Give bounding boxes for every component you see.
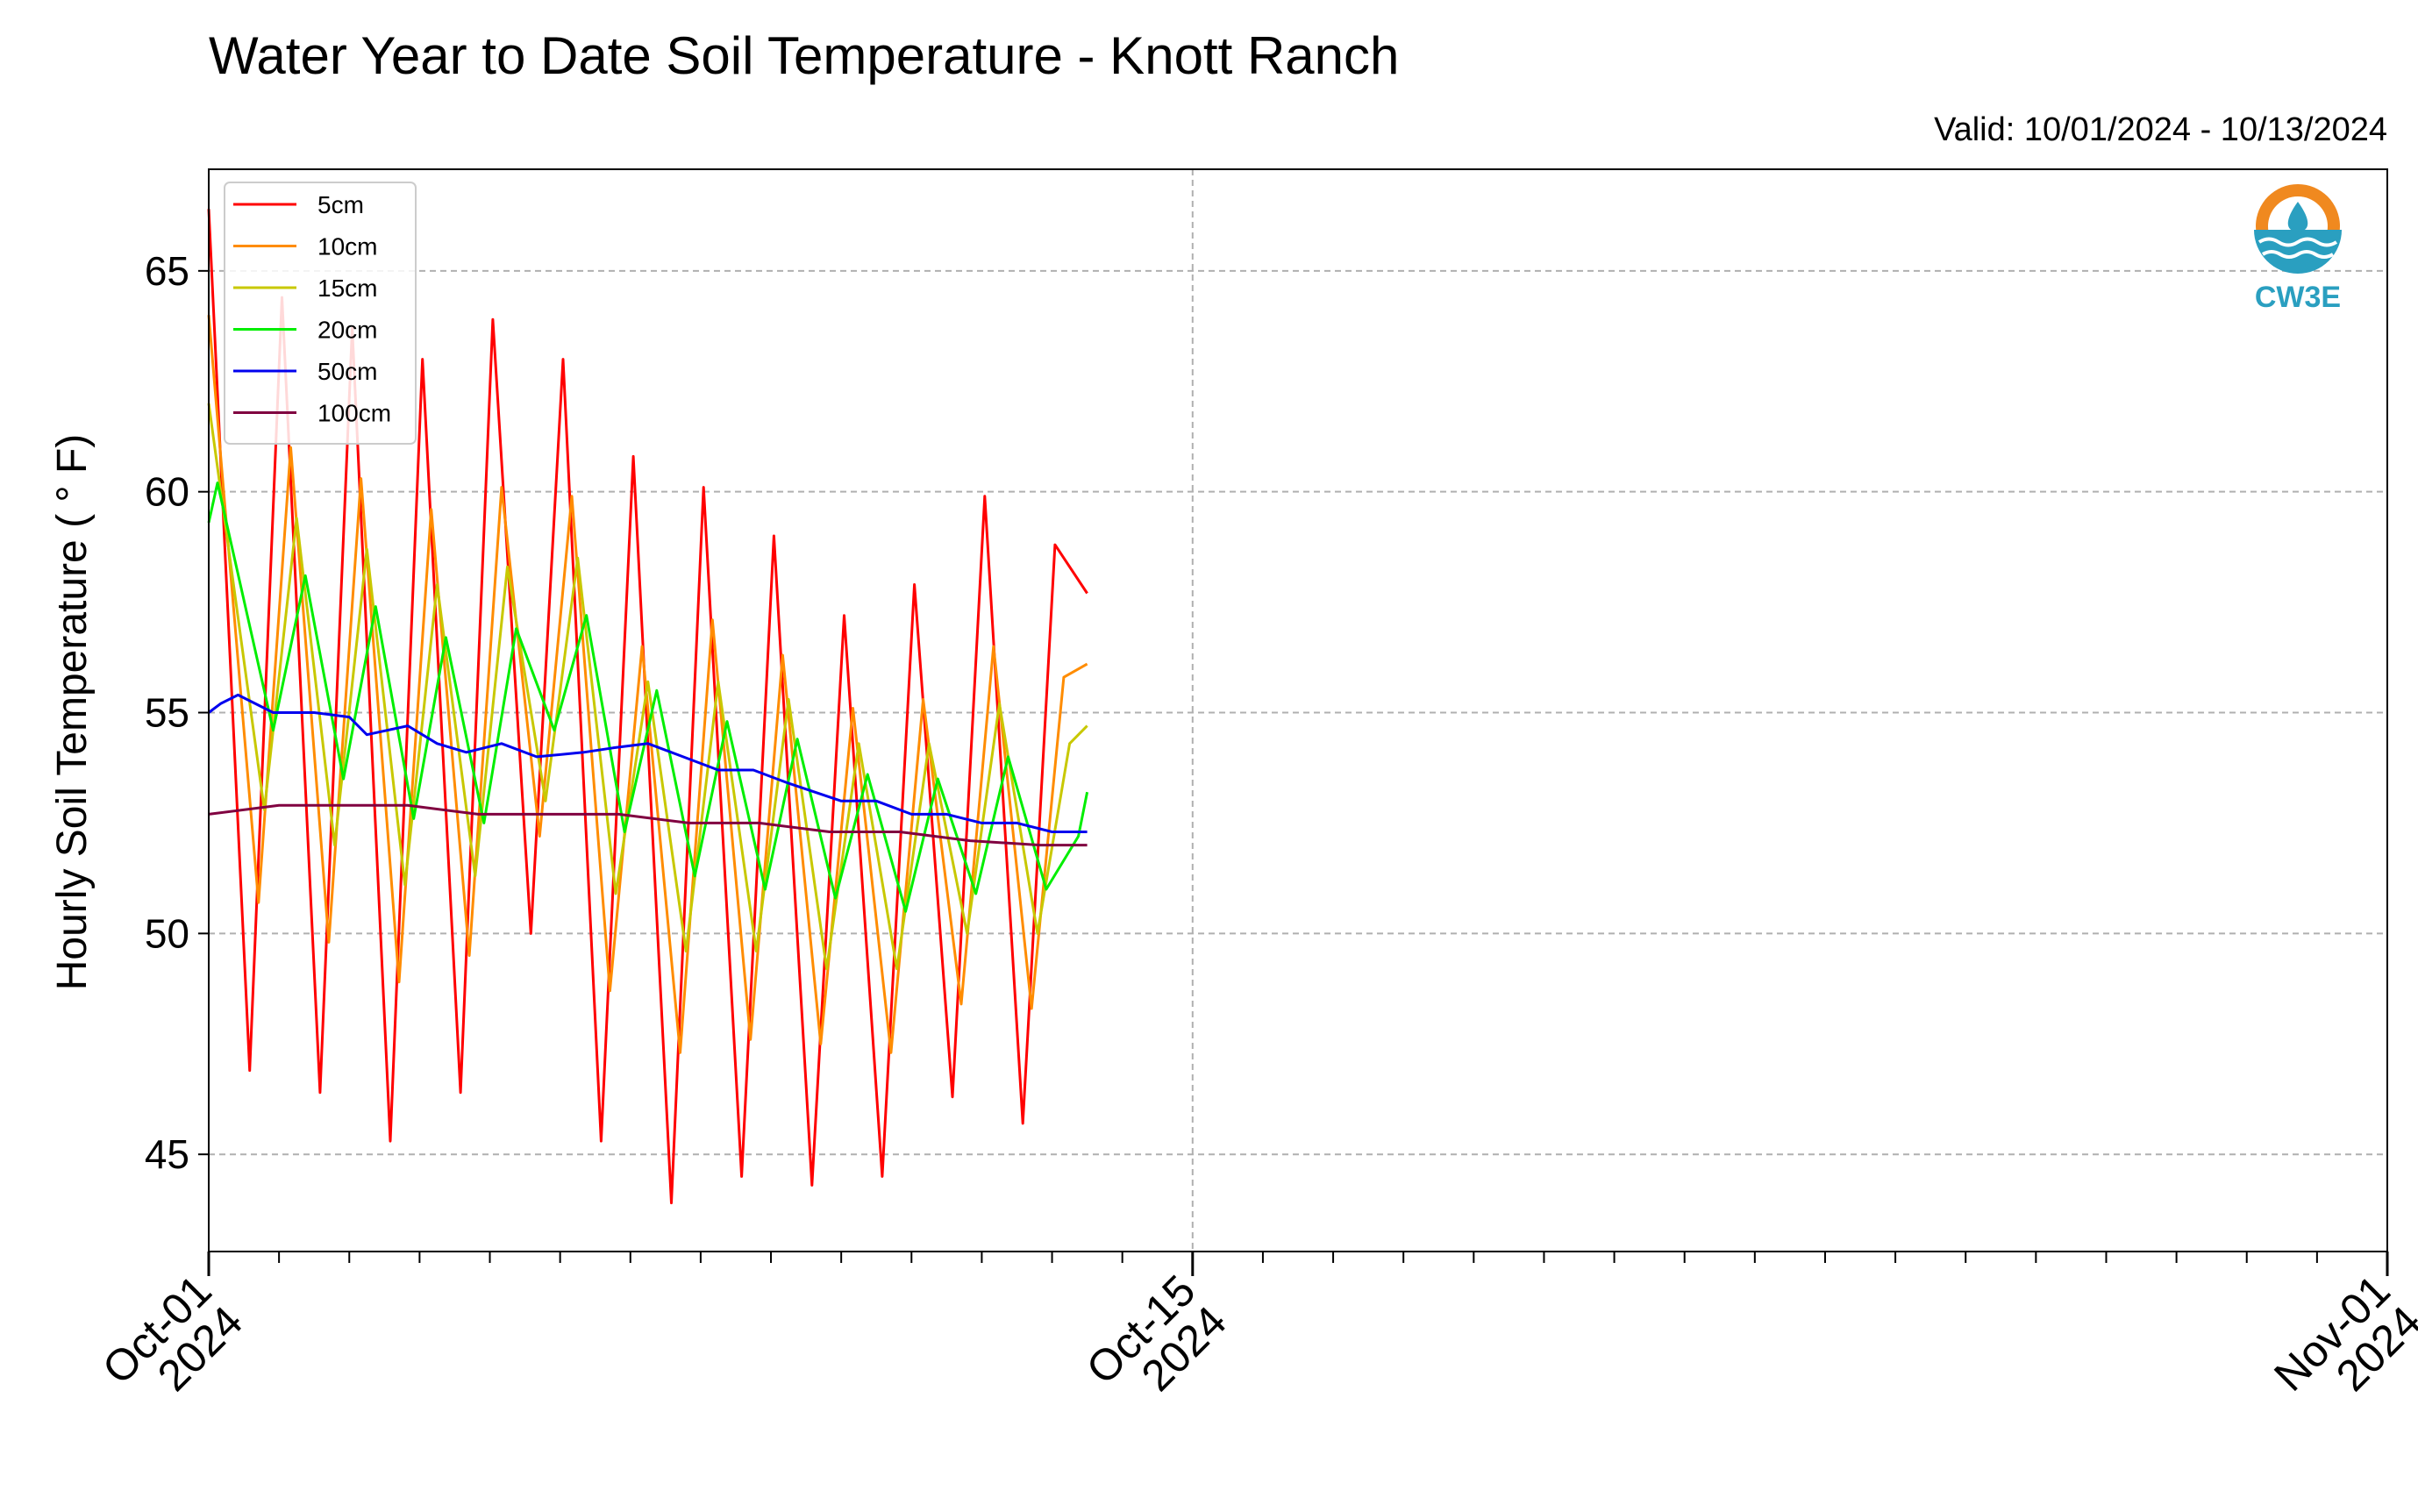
- series-line-100cm: [208, 803, 1088, 847]
- legend-box: [224, 182, 417, 445]
- x-tick-label: Oct-012024: [93, 1266, 252, 1424]
- logo-drop-icon: [2287, 202, 2308, 232]
- series-line-15cm: [207, 403, 1088, 971]
- x-tick-label: Oct-152024: [1077, 1266, 1236, 1424]
- y-axis-label: Hourly Soil Temperature ( ° F): [49, 434, 96, 991]
- plot-area: 45 50 55 60 65 Oct-012024 Oct-152024 Nov-012024…: [93, 168, 2418, 1431]
- y-tick-label: 60: [145, 469, 189, 515]
- logo-wave-line: [2261, 250, 2335, 259]
- y-tick-label: 65: [145, 248, 189, 294]
- y-tick-label: 45: [145, 1131, 189, 1177]
- y-tick-label: 50: [145, 910, 189, 956]
- legend-label-50cm: 50cm: [317, 358, 377, 385]
- legend-label-10cm: 10cm: [317, 233, 377, 260]
- cw3e-logo: CW3E: [2254, 184, 2342, 314]
- axes-frame: [208, 168, 2388, 1252]
- logo-text: CW3E: [2255, 281, 2341, 314]
- legend-label-5cm: 5cm: [317, 191, 364, 218]
- chart-title: Water Year to Date Soil Temperature - Kn…: [209, 26, 1399, 85]
- y-tick-label: 55: [145, 690, 189, 736]
- legend-label-20cm: 20cm: [317, 317, 377, 344]
- x-tick-label: Nov-012024: [2265, 1266, 2418, 1431]
- legend-label-15cm: 15cm: [317, 275, 377, 302]
- logo-wave-line: [2258, 237, 2338, 247]
- series-line-50cm: [208, 693, 1088, 833]
- legend-label-100cm: 100cm: [317, 400, 391, 427]
- series-line-5cm: [207, 209, 1088, 1205]
- valid-date-range: Valid: 10/01/2024 - 10/13/2024: [1934, 111, 2387, 148]
